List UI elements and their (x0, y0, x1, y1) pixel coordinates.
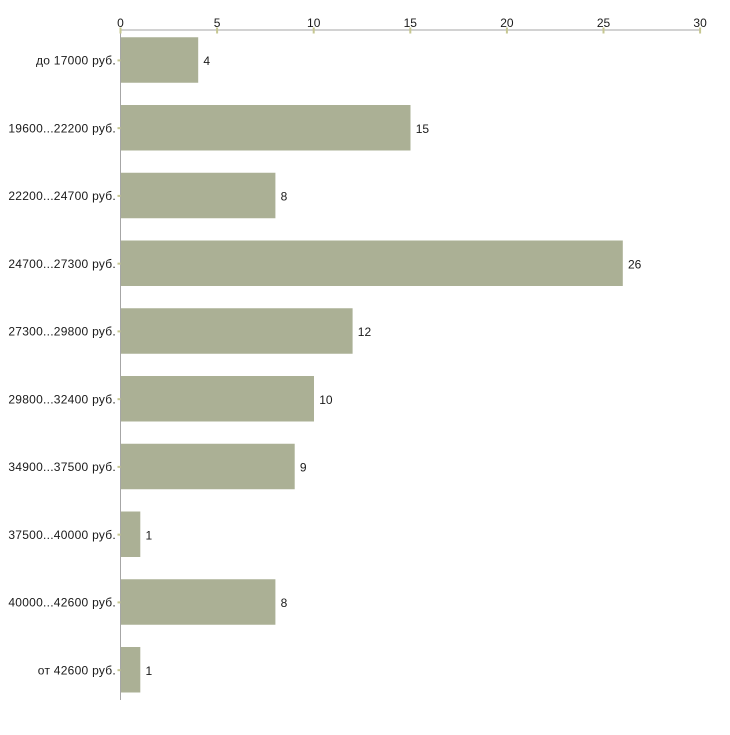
svg-text:10: 10 (307, 16, 321, 30)
svg-text:до 17000 руб.: до 17000 руб. (36, 54, 116, 68)
svg-text:40000...42600 руб.: 40000...42600 руб. (8, 596, 116, 610)
svg-text:5: 5 (214, 16, 221, 30)
svg-text:25: 25 (597, 16, 611, 30)
svg-text:19600...22200 руб.: 19600...22200 руб. (8, 121, 116, 135)
svg-text:0: 0 (117, 16, 124, 30)
svg-text:15: 15 (416, 122, 430, 136)
svg-text:15: 15 (404, 16, 418, 30)
svg-text:4: 4 (203, 54, 210, 68)
svg-text:37500...40000 руб.: 37500...40000 руб. (8, 528, 116, 542)
svg-text:1: 1 (146, 664, 153, 678)
svg-text:от 42600 руб.: от 42600 руб. (38, 663, 116, 677)
svg-text:24700...27300 руб.: 24700...27300 руб. (8, 257, 116, 271)
svg-text:8: 8 (281, 596, 288, 610)
svg-text:8: 8 (281, 190, 288, 204)
svg-text:1: 1 (146, 528, 153, 542)
svg-text:22200...24700 руб.: 22200...24700 руб. (8, 189, 116, 203)
svg-text:34900...37500 руб.: 34900...37500 руб. (8, 460, 116, 474)
svg-text:20: 20 (500, 16, 514, 30)
svg-text:12: 12 (358, 325, 372, 339)
svg-text:9: 9 (300, 461, 307, 475)
svg-text:30: 30 (693, 16, 707, 30)
svg-text:10: 10 (319, 393, 333, 407)
svg-text:27300...29800 руб.: 27300...29800 руб. (8, 325, 116, 339)
svg-text:26: 26 (628, 257, 642, 271)
svg-text:29800...32400 руб.: 29800...32400 руб. (8, 392, 116, 406)
